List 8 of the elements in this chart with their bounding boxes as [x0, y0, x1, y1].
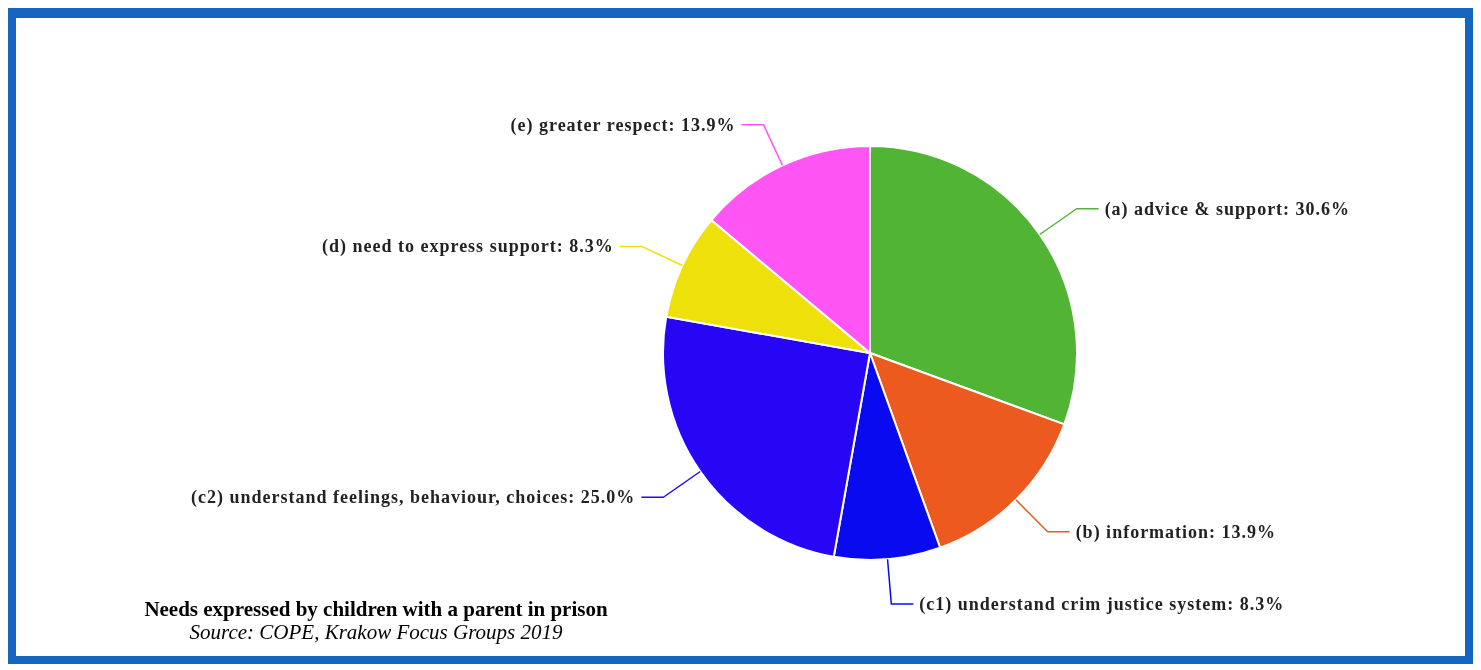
slice-label: (b) information: 13.9%	[1075, 521, 1277, 543]
source-note: Source: COPE, Krakow Focus Groups 2019	[188, 620, 563, 644]
slice-label: (e) greater respect: 13.9%	[510, 114, 736, 136]
slice-label: (c1) understand crim justice system: 8.3%	[919, 594, 1285, 616]
text: Needs expressed by children with a parent in prison	[143, 597, 609, 621]
slice-label: (c2) understand feelings, behaviour, choices: 25.0%	[191, 487, 636, 509]
slice-label: (d) need to express support: 8.3%	[321, 236, 614, 258]
slice-label: (a) advice & support: 30.6%	[1104, 198, 1351, 220]
